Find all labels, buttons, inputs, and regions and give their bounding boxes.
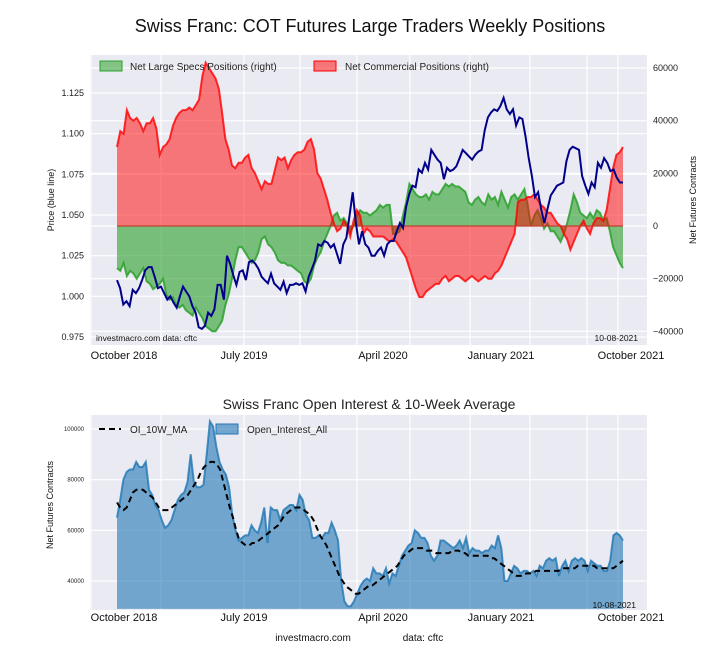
footer-site: investmacro.com	[275, 633, 351, 644]
price-line	[116, 94, 623, 331]
legend-label-ma: OI_10W_MA	[130, 425, 188, 436]
top-left-axis: 0.975 1.000 1.025 1.050 1.075 1.100 1.125	[61, 88, 84, 342]
bottom-y-axis-label: Net Futures Contracts	[45, 460, 55, 549]
oi-10w-ma-line	[116, 460, 624, 595]
bottom-legend: OI_10W_MA Open_Interest_All	[99, 423, 327, 436]
top-left-tick-label: 1.000	[61, 291, 84, 301]
legend-label-specs: Net Large Specs Positions (right)	[130, 62, 277, 73]
top-left-tick-label: 1.100	[61, 129, 84, 139]
bottom-chart-title: Swiss Franc Open Interest & 10-Week Aver…	[223, 396, 516, 412]
bottom-grid	[90, 415, 647, 610]
top-right-tick-label: −20000	[653, 274, 683, 284]
bottom-y-tick-label: 40000	[67, 579, 84, 585]
top-right-axis: 60000 40000 20000 0 −20000 −40000	[653, 63, 683, 336]
top-x-tick-label: October 2021	[598, 350, 665, 362]
legend-swatch-specs	[99, 60, 123, 72]
top-x-tick-label: July 2019	[220, 350, 267, 362]
legend-swatch-commercial	[313, 60, 337, 72]
top-x-axis: October 2018 July 2019 April 2020 January 2…	[91, 350, 665, 362]
bottom-x-tick-label: October 2021	[598, 612, 665, 624]
open-interest-area	[117, 421, 623, 609]
top-legend: Net Large Specs Positions (right) Net Co…	[99, 60, 489, 73]
footer-data: data: cftc	[403, 633, 444, 644]
top-x-tick-label: January 2021	[468, 350, 535, 362]
top-left-axis-label: Price (blue line)	[46, 169, 56, 232]
commercial-area	[117, 62, 623, 298]
bottom-date-note: 10-08-2021	[593, 600, 637, 610]
commercial-line	[116, 60, 624, 299]
bottom-x-tick-label: April 2020	[358, 612, 408, 624]
specs-area	[117, 183, 623, 332]
bottom-series	[116, 418, 624, 609]
bottom-x-axis: October 2018 July 2019 April 2020 January 2…	[91, 612, 665, 624]
top-right-tick-label: 0	[653, 221, 658, 231]
top-x-tick-label: October 2018	[91, 350, 158, 362]
open-interest-line	[116, 418, 624, 608]
top-series	[116, 60, 624, 333]
legend-label-commercial: Net Commercial Positions (right)	[345, 62, 489, 73]
bottom-y-axis: 100000 80000 60000 40000	[64, 427, 85, 585]
top-source-note: investmacro.com data: cftc	[96, 333, 198, 343]
bottom-x-tick-label: October 2018	[91, 612, 158, 624]
top-left-tick-label: 0.975	[61, 332, 84, 342]
bottom-x-tick-label: July 2019	[220, 612, 267, 624]
top-right-tick-label: 40000	[653, 116, 678, 126]
legend-swatch-oi	[215, 423, 239, 435]
legend-label-oi: Open_Interest_All	[247, 425, 327, 436]
top-x-tick-label: April 2020	[358, 350, 408, 362]
bottom-y-tick-label: 100000	[64, 427, 85, 433]
top-right-axis-label: Net Futures Contracts	[688, 155, 698, 244]
top-date-note: 10-08-2021	[595, 333, 639, 343]
top-right-tick-label: 60000	[653, 63, 678, 73]
bottom-x-tick-label: January 2021	[468, 612, 535, 624]
top-left-tick-label: 1.025	[61, 251, 84, 261]
top-left-tick-label: 1.075	[61, 169, 84, 179]
top-chart-title: Swiss Franc: COT Futures Large Traders W…	[135, 16, 606, 36]
top-left-tick-label: 1.050	[61, 210, 84, 220]
top-right-tick-label: −40000	[653, 326, 683, 336]
top-left-tick-label: 1.125	[61, 88, 84, 98]
top-right-tick-label: 20000	[653, 168, 678, 178]
bottom-y-tick-label: 60000	[67, 528, 84, 534]
bottom-y-tick-label: 80000	[67, 478, 84, 484]
